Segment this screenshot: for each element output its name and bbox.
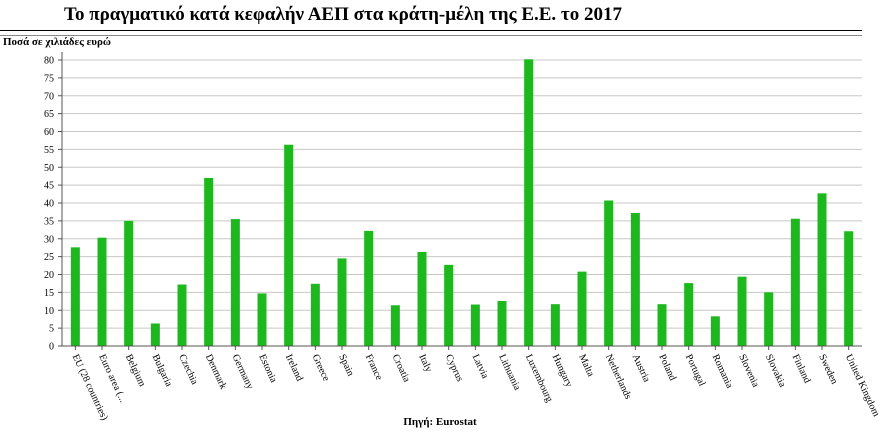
title-divider bbox=[0, 30, 862, 31]
x-tick-label: Finland bbox=[790, 353, 813, 385]
x-tick-label: Austria bbox=[630, 353, 653, 385]
y-tick-label: 80 bbox=[44, 56, 54, 67]
bar bbox=[417, 251, 427, 346]
bar bbox=[230, 219, 240, 346]
y-tick-label: 10 bbox=[44, 306, 54, 317]
bar bbox=[470, 304, 480, 346]
bar bbox=[790, 218, 800, 346]
bar bbox=[604, 200, 614, 346]
bar bbox=[124, 220, 134, 346]
y-tick-label: 5 bbox=[49, 324, 54, 335]
bar bbox=[284, 144, 294, 346]
bar bbox=[817, 193, 827, 346]
x-tick-label: Greece bbox=[310, 353, 332, 384]
x-tick-label: Ireland bbox=[283, 353, 305, 383]
x-tick-label: Portugal bbox=[683, 353, 707, 389]
bars bbox=[70, 59, 854, 346]
x-tick-label: Latvia bbox=[470, 353, 491, 381]
bar bbox=[577, 271, 587, 346]
y-tick-label: 50 bbox=[44, 163, 54, 174]
bar bbox=[710, 316, 720, 346]
bar bbox=[737, 276, 747, 346]
x-tick-label: Lithuania bbox=[496, 353, 522, 393]
x-tick-label: Spain bbox=[336, 353, 356, 378]
y-tick-label: 55 bbox=[44, 145, 54, 156]
bar bbox=[97, 237, 107, 346]
bar bbox=[844, 231, 854, 346]
y-tick-label: 30 bbox=[44, 234, 54, 245]
x-tick-label: Romania bbox=[710, 353, 735, 391]
bar bbox=[550, 304, 560, 346]
x-axis-labels: EU (28 countries)Euro area (...Belgium Bu… bbox=[70, 346, 880, 422]
x-tick-label: Italy bbox=[416, 353, 434, 374]
x-tick-label: Croatia bbox=[390, 353, 413, 385]
bar bbox=[310, 283, 320, 346]
y-tick-label: 0 bbox=[49, 342, 54, 353]
x-tick-label: Bulgaria bbox=[150, 353, 175, 389]
bar bbox=[257, 293, 267, 346]
y-tick-label: 75 bbox=[44, 73, 54, 84]
y-tick-label: 70 bbox=[44, 91, 54, 102]
y-tick-label: 65 bbox=[44, 109, 54, 120]
bar bbox=[177, 284, 187, 346]
y-axis-label: Ποσά σε χιλιάδες ευρώ bbox=[3, 36, 111, 48]
bar bbox=[337, 258, 347, 346]
y-tick-label: 40 bbox=[44, 199, 54, 210]
bar bbox=[204, 177, 214, 346]
x-tick-label: Cyprus bbox=[443, 353, 465, 384]
bar bbox=[764, 292, 774, 346]
bar bbox=[630, 213, 640, 346]
y-tick-label: 45 bbox=[44, 181, 54, 192]
y-tick-label: 25 bbox=[44, 252, 54, 263]
bar bbox=[497, 300, 507, 346]
bar bbox=[390, 305, 400, 346]
y-tick-label: 35 bbox=[44, 216, 54, 227]
bar bbox=[524, 59, 534, 346]
chart-top-border bbox=[0, 35, 862, 36]
x-tick-label: Sweden bbox=[816, 353, 839, 386]
bar bbox=[150, 323, 160, 346]
x-tick-label: United Kingdom bbox=[843, 353, 880, 419]
x-tick-label: Estonia bbox=[256, 353, 279, 385]
bar bbox=[684, 283, 694, 346]
x-tick-label: Belgium bbox=[123, 353, 148, 389]
bar bbox=[444, 264, 454, 346]
gridlines bbox=[62, 59, 862, 329]
y-tick-label: 20 bbox=[44, 270, 54, 281]
chart-title: Το πραγματικό κατά κεφαλήν ΑΕΠ στα κράτη… bbox=[64, 4, 622, 25]
bar bbox=[364, 230, 374, 346]
x-tick-label: Luxembourg bbox=[523, 353, 555, 404]
x-tick-label: Czechia bbox=[176, 353, 200, 387]
x-tick-label: Germany bbox=[230, 353, 256, 391]
y-tick-label: 15 bbox=[44, 288, 54, 299]
x-tick-label: Slovakia bbox=[763, 353, 788, 390]
bar bbox=[657, 304, 667, 346]
x-tick-label: Hungary bbox=[550, 353, 575, 389]
x-tick-label: Malta bbox=[576, 353, 596, 379]
y-axis-ticks: 0 5 10 15 20 25 30 35 40 45 50 55 60 65 70 75 80 bbox=[44, 56, 62, 353]
x-tick-label: France bbox=[363, 353, 385, 383]
x-tick-label: Poland bbox=[656, 353, 678, 383]
bar bbox=[70, 247, 80, 346]
y-tick-label: 60 bbox=[44, 127, 54, 138]
x-tick-label: Denmark bbox=[203, 353, 229, 391]
x-tick-label: Netherlands bbox=[603, 353, 633, 402]
x-tick-label: Slovenia bbox=[736, 353, 761, 390]
source-note: Πηγή: Eurostat bbox=[403, 416, 477, 428]
